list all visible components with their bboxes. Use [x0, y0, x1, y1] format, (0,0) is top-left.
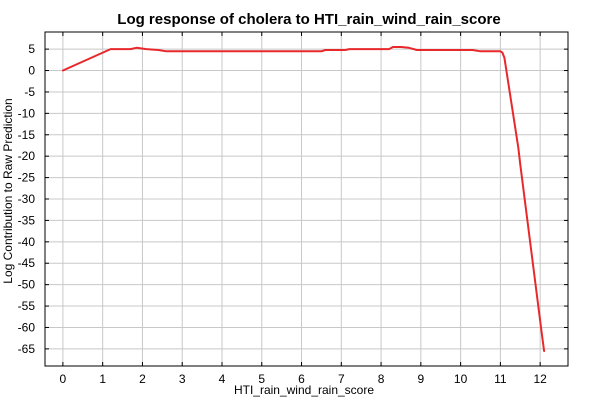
x-tick-label: 1 — [99, 372, 106, 386]
x-tick-label: 0 — [60, 372, 67, 386]
y-tick-label: -50 — [18, 278, 36, 292]
y-tick-label: 5 — [28, 42, 35, 56]
y-tick-label: -35 — [18, 213, 36, 227]
grid — [45, 32, 568, 366]
x-tick-label: 8 — [378, 372, 385, 386]
y-tick-label: -30 — [18, 192, 36, 206]
y-tick-label: -10 — [18, 106, 36, 120]
y-tick-label: -65 — [18, 342, 36, 356]
chart-title: Log response of cholera to HTI_rain_wind… — [117, 11, 500, 28]
series-line — [61, 46, 546, 352]
y-tick-label: -15 — [18, 128, 36, 142]
x-axis: 0 1 2 3 4 5 6 7 8 9 10 11 12 — [60, 32, 547, 386]
x-tick-label: 9 — [418, 372, 425, 386]
series-layer — [61, 46, 546, 352]
y-axis: 5 0 -5 -10 -15 -20 -25 -30 -35 -40 -45 -50 -55 -60 -65 — [18, 42, 568, 356]
y-tick-label: 0 — [28, 64, 35, 78]
x-tick-label: 10 — [454, 372, 468, 386]
y-tick-label: -25 — [18, 171, 36, 185]
y-tick-label: -20 — [18, 149, 36, 163]
y-tick-label: -5 — [24, 85, 35, 99]
y-tick-label: -60 — [18, 320, 36, 334]
x-tick-label: 5 — [258, 372, 265, 386]
x-tick-label: 7 — [338, 372, 345, 386]
y-tick-label: -40 — [18, 235, 36, 249]
x-tick-label: 2 — [139, 372, 146, 386]
x-tick-label: 4 — [219, 372, 226, 386]
x-tick-label: 11 — [494, 372, 507, 386]
x-tick-label: 6 — [298, 372, 305, 386]
y-tick-label: -55 — [18, 299, 36, 313]
y-tick-label: -45 — [18, 256, 36, 270]
x-tick-label: 3 — [179, 372, 186, 386]
x-tick-label: 12 — [533, 372, 547, 386]
x-axis-label: HTI_rain_wind_rain_score — [234, 383, 374, 397]
y-axis-label: Log Contribution to Raw Prediction — [1, 98, 15, 283]
